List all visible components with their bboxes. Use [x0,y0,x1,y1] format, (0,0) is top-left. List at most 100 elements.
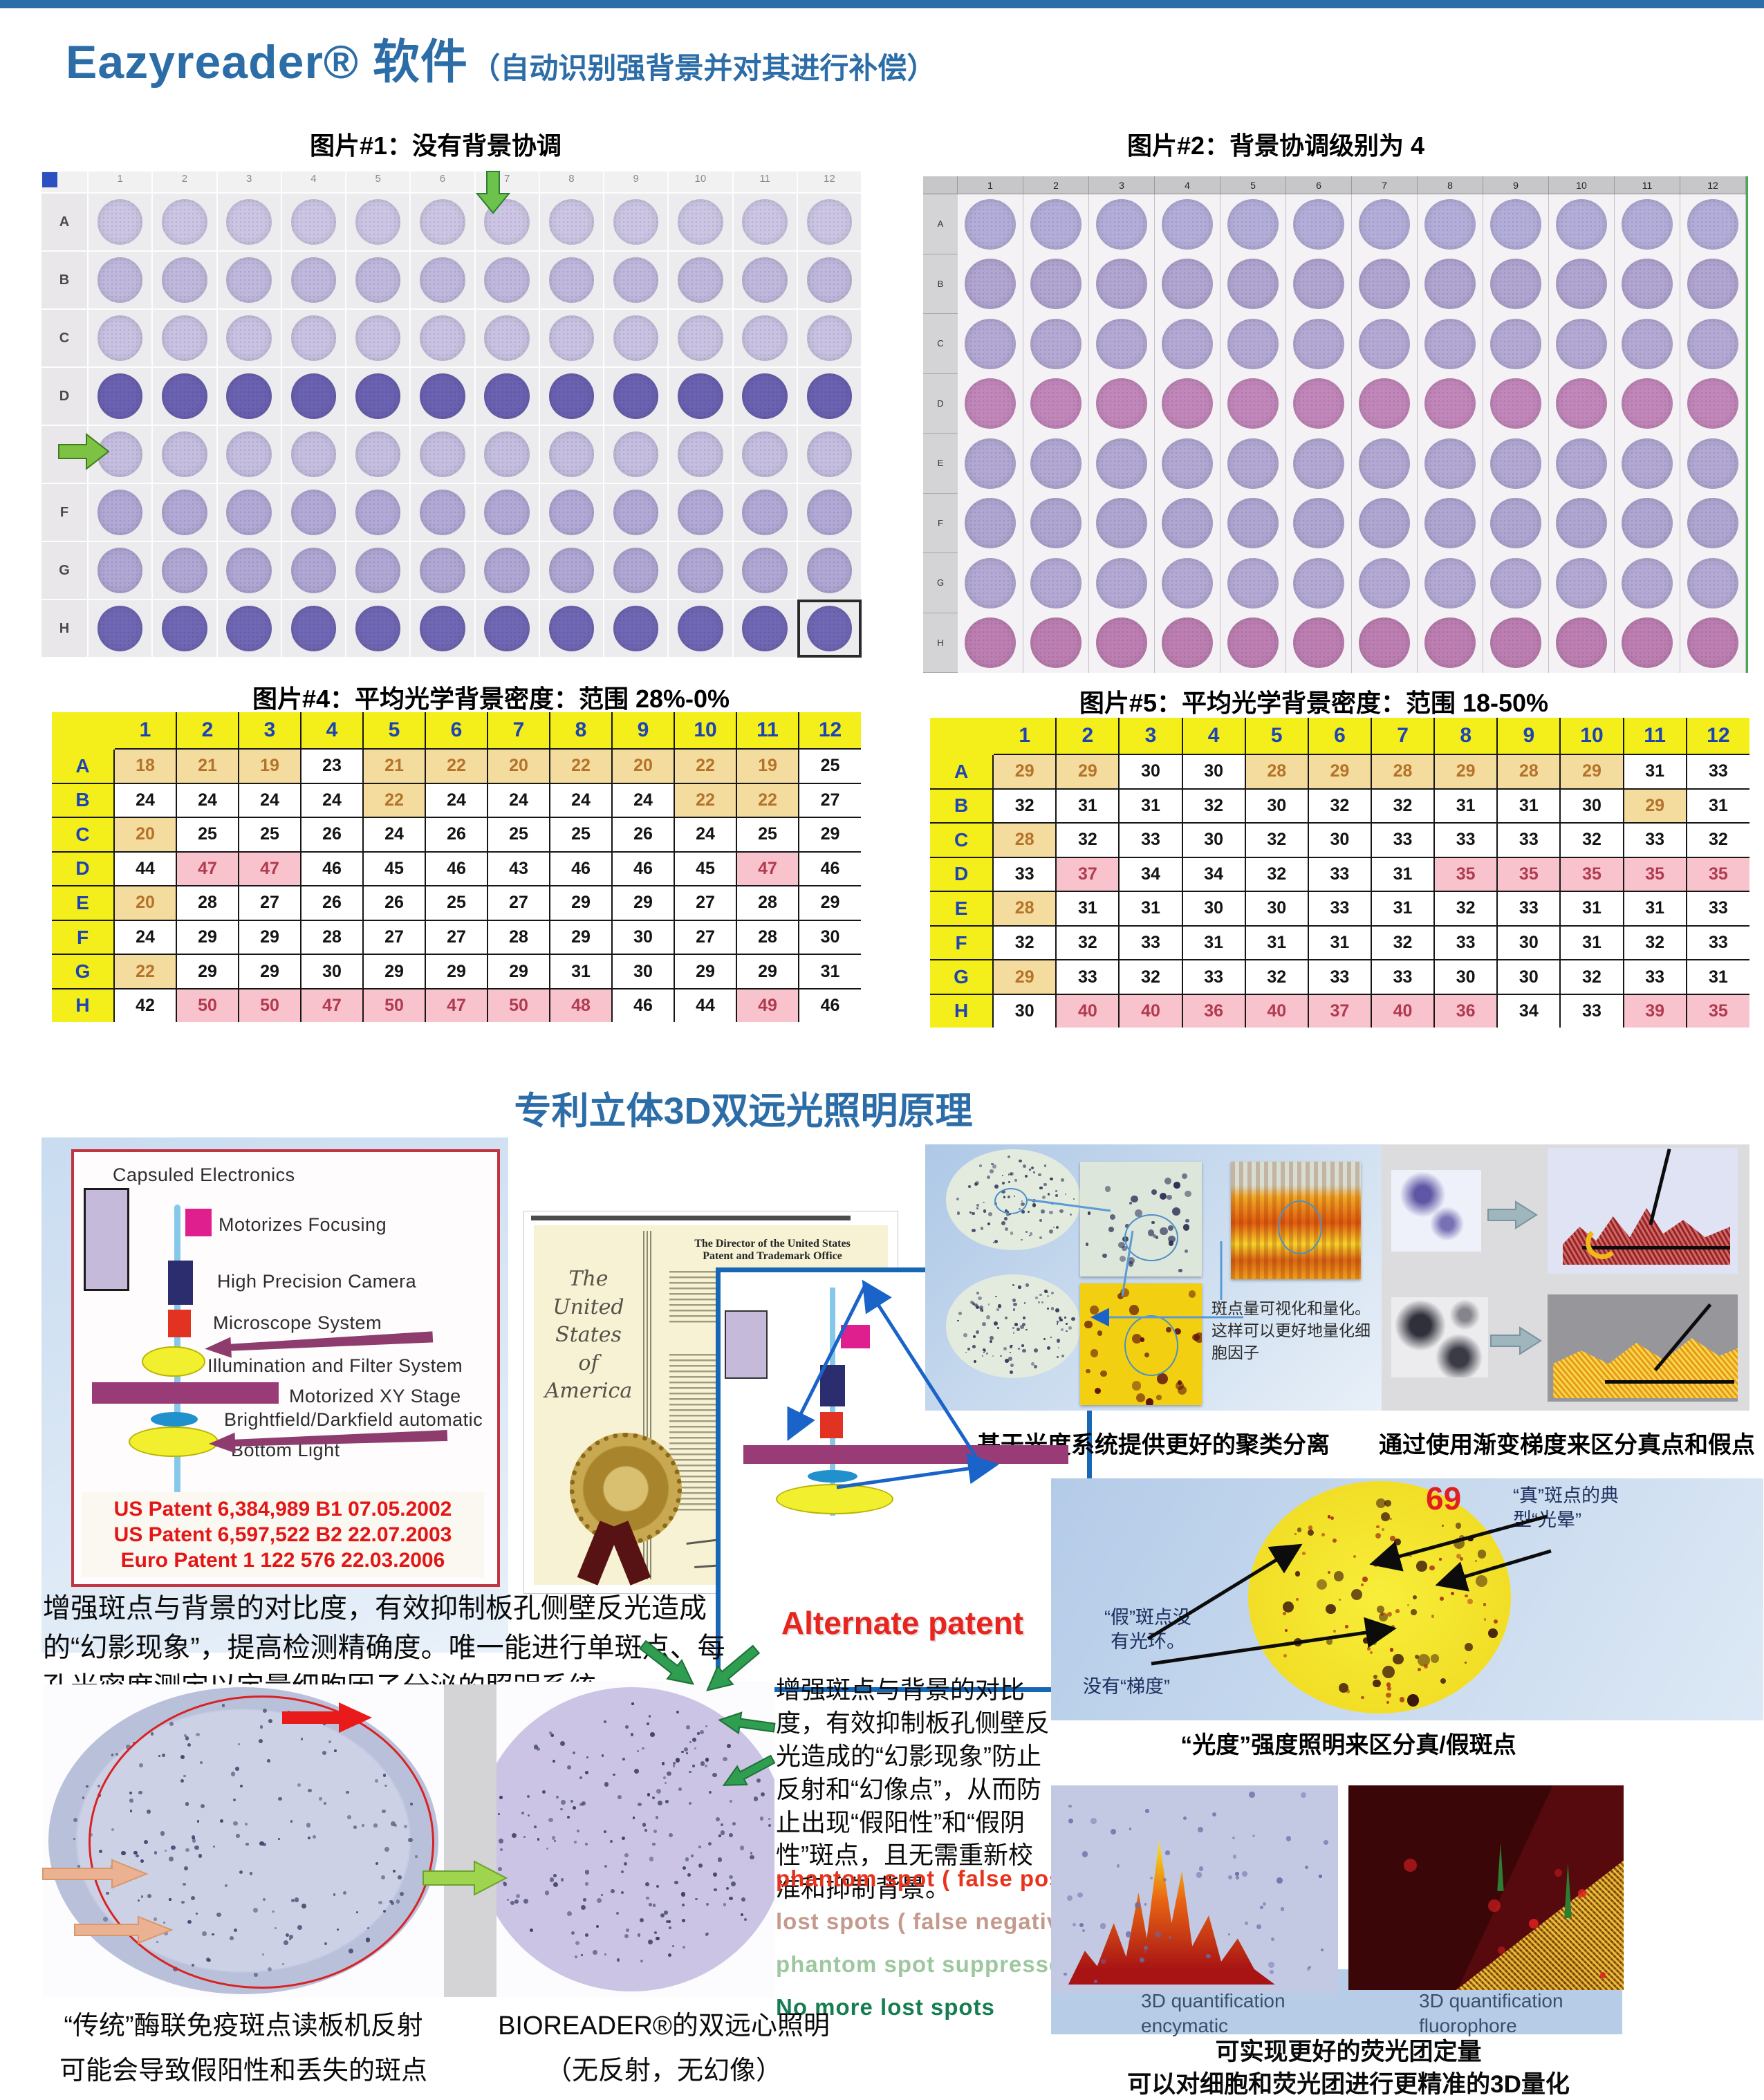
plate-cell [89,600,152,657]
plate-cell [539,194,603,250]
speckle-dot [500,1848,503,1851]
table-row-label: H [51,987,115,1023]
speckle-dot [1182,1173,1188,1179]
plate-cell [411,310,474,366]
table-cell: 24 [113,782,177,819]
well [1424,198,1476,250]
dark-green-arrow-icon [722,1754,776,1786]
speckle-dot [1043,1182,1047,1187]
well [806,257,853,303]
speckle-dot [1034,1364,1037,1368]
well [1556,498,1607,549]
speckle-dot [510,1901,515,1906]
speckle-dot [1097,1330,1102,1336]
camera-label: High Precision Camera [217,1271,417,1292]
well [420,373,465,419]
speckle-dot [1145,1397,1154,1405]
speckle-dot [1330,1516,1335,1521]
purple-arrow-icon-2 [209,1429,448,1453]
well [355,199,401,245]
plate-cell [1089,434,1155,494]
microscope-label: Microscope System [213,1312,382,1333]
plate-cell [1155,553,1220,613]
speckle-dot [1010,1364,1014,1368]
speckle-dot [1007,1155,1011,1159]
yellow-well-image [1248,1481,1511,1713]
speckle-dot [1057,1355,1059,1359]
table-cell: 29 [1433,754,1498,790]
well [420,431,465,477]
speckle-dot [1140,1957,1144,1962]
plate-cell [1680,553,1746,613]
plate-cell [1286,254,1352,314]
table-cell: 35 [1685,856,1751,893]
speckle-dot [1404,1859,1418,1872]
well [97,373,143,419]
speckle-dot [1110,1829,1116,1834]
speckle-dot [647,1722,650,1725]
speckle-dot [666,1771,671,1776]
well [1622,378,1673,429]
plate-cell [669,252,732,308]
speckle-dot [1033,1171,1036,1174]
well [613,490,659,535]
speckle-dot [1263,1902,1267,1906]
well [1030,259,1081,310]
table-cell: 33 [1685,891,1751,927]
table-cell: 45 [674,851,737,887]
speckle-dot [553,1882,558,1887]
speckle-dot [1167,1194,1172,1200]
plate-cell [1089,613,1155,673]
speckle-dot [1487,1628,1498,1639]
plate-cell [1089,493,1155,553]
well [806,606,853,651]
well [97,431,143,477]
well [806,548,853,593]
well [1622,318,1673,369]
plate-cell [1549,613,1615,673]
speckle-dot [613,1773,615,1776]
speckle-dot [986,1352,989,1355]
speckle-dot [556,1796,559,1799]
well [1687,259,1738,310]
well [226,257,272,303]
plate-cell [1023,194,1089,254]
quant-image-fluorophore [1348,1785,1624,1990]
table-cell: 46 [300,851,364,887]
speckle-dot [521,1811,524,1815]
well [965,318,1016,369]
plate-cell [1418,613,1483,673]
speckle-dot [1370,1651,1373,1655]
plate-row-label: F [41,484,87,541]
well [806,315,853,361]
speckle-dot [1043,1289,1048,1293]
speckle-dot [1099,1923,1106,1929]
plate-cell [475,368,539,425]
plate-cell [346,252,410,308]
plate-cell [1615,194,1680,254]
speckle-dot [1059,1317,1061,1319]
speckle-dot [993,1321,998,1326]
plate-cell [89,484,152,541]
speckle-dot [647,1940,653,1944]
speckle-dot [1094,1980,1097,1983]
speckle-dot [1066,1323,1068,1325]
speckle-dot [715,1817,720,1821]
speckle-dot [713,1873,718,1877]
speckle-dot [1046,1291,1048,1293]
quant-peak-plot [1068,1840,1275,1985]
plate-cell [604,600,668,657]
table-cell: 28 [176,885,239,921]
speckle-dot [1268,1961,1274,1968]
well [678,431,723,477]
well [613,199,659,245]
speckle-dot [682,1918,686,1922]
well [742,548,788,593]
speckle-dot [1077,1892,1083,1897]
plate-cell [797,426,861,483]
plate-cell [797,252,861,308]
speckle-dot [750,1852,753,1855]
well [1227,318,1279,369]
speckle-dot [1013,1302,1017,1307]
well [806,490,853,535]
